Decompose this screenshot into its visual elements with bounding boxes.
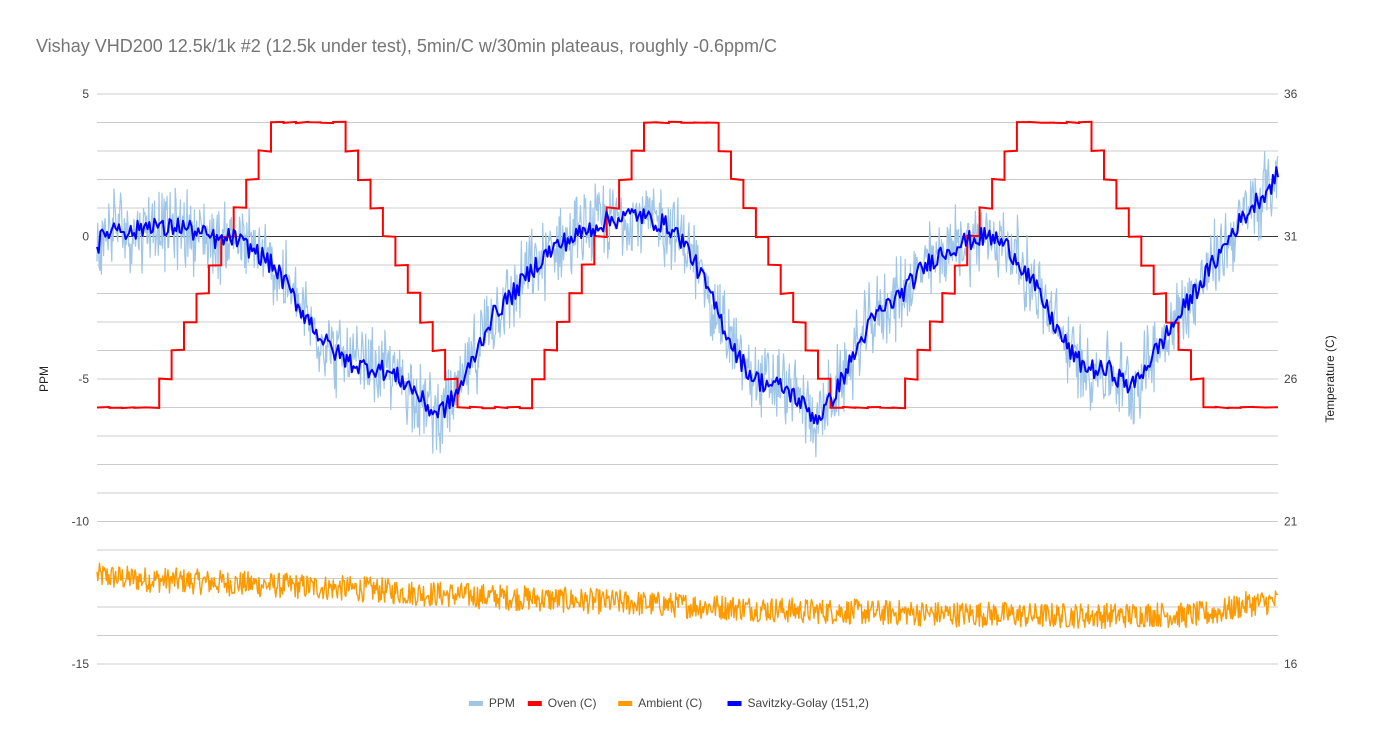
series-ppm-line <box>96 151 1279 458</box>
legend-label: Oven (C) <box>548 696 597 710</box>
left-tick-label: -15 <box>72 657 90 671</box>
gridlines <box>97 93 1278 665</box>
legend: PPM Oven (C) Ambient (C) Savitzky-Golay (15… <box>468 696 869 710</box>
series-lines <box>96 120 1279 629</box>
legend-swatch <box>527 701 542 706</box>
legend-swatch <box>727 701 742 706</box>
legend-item: PPM <box>468 696 515 710</box>
legend-label: Ambient (C) <box>638 696 702 710</box>
series-oven-line <box>96 120 1279 410</box>
left-tick-label: -5 <box>78 372 89 386</box>
axis-ticks: 5 0 -5 -10 -15 36 31 26 21 16 <box>72 87 1298 671</box>
left-axis-title: PPM <box>37 366 51 392</box>
legend-swatch <box>618 701 633 706</box>
right-tick-label: 16 <box>1284 657 1298 671</box>
right-tick-label: 21 <box>1284 515 1298 529</box>
legend-item: Oven (C) <box>527 696 597 710</box>
legend-swatch <box>468 701 483 706</box>
legend-item: Ambient (C) <box>618 696 702 710</box>
right-tick-label: 36 <box>1284 87 1298 101</box>
series-ambient-line <box>96 562 1279 629</box>
legend-label: Savitzky-Golay (151,2) <box>748 696 869 710</box>
legend-item: Savitzky-Golay (151,2) <box>727 696 869 710</box>
left-tick-label: -10 <box>72 515 90 529</box>
chart-title: Vishay VHD200 12.5k/1k #2 (12.5k under t… <box>36 36 778 56</box>
right-tick-label: 31 <box>1284 230 1298 244</box>
right-tick-label: 26 <box>1284 372 1298 386</box>
legend-label: PPM <box>489 696 515 710</box>
right-axis-title: Temperature (C) <box>1323 335 1337 422</box>
left-tick-label: 0 <box>82 230 89 244</box>
series-savgol-line <box>96 166 1279 425</box>
left-tick-label: 5 <box>82 87 89 101</box>
